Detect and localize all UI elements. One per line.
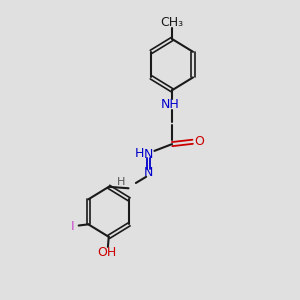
Text: N: N	[144, 148, 153, 161]
Text: O: O	[194, 135, 204, 148]
Text: N: N	[144, 167, 153, 179]
Text: H: H	[117, 177, 125, 187]
Text: OH: OH	[98, 246, 117, 259]
Text: CH₃: CH₃	[160, 16, 184, 29]
Text: NH: NH	[161, 98, 180, 111]
Text: I: I	[70, 220, 74, 233]
Text: H: H	[134, 147, 144, 160]
